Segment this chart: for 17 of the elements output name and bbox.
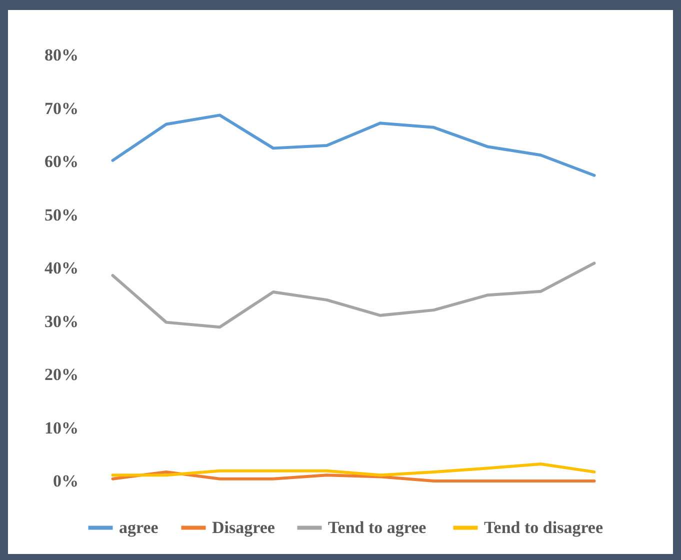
y-tick-label: 20%: [44, 365, 78, 384]
legend-label: Tend to disagree: [484, 518, 604, 537]
y-tick-label: 70%: [44, 98, 78, 118]
y-tick-label: 0%: [53, 472, 78, 490]
y-tick-label: 10%: [44, 418, 78, 438]
legend-label: Tend to agree: [328, 518, 427, 537]
y-tick-label: 60%: [44, 152, 78, 171]
y-tick-label: 30%: [44, 312, 78, 331]
y-tick-label: 40%: [44, 258, 78, 278]
y-tick-label: 80%: [44, 46, 78, 64]
line-series: [111, 114, 596, 177]
legend-label: agree: [119, 518, 159, 537]
legend-label: Disagree: [212, 518, 276, 537]
line-series: [111, 262, 596, 329]
line-series: [111, 470, 596, 482]
y-tick-label: 50%: [44, 205, 78, 224]
line-series: [111, 462, 596, 477]
